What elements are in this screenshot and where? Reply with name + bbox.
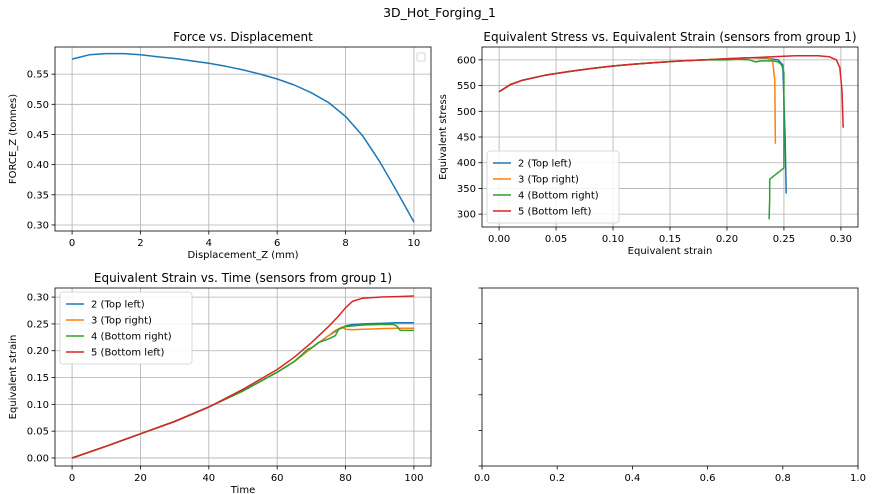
chart-empty: 0.0 0.2 0.4 0.6 0.8 1.0 (474, 287, 866, 484)
x-tick-label: 0.8 (775, 473, 791, 484)
series-line (71, 295, 414, 459)
axes-frame (54, 46, 432, 232)
x-tick-label: 0.2 (549, 473, 565, 484)
legend-label: 3 (Top right) (91, 316, 152, 327)
x-tick-label: 20 (134, 473, 147, 484)
y-tick-label: 300 (457, 210, 476, 221)
x-axis-label: Displacement_Z (mm) (187, 250, 298, 261)
legend: 2 (Top left) 3 (Top right) 4 (Bottom right… (486, 150, 620, 224)
y-tick-label: 450 (457, 133, 476, 144)
x-tick-label: 0.0 (474, 473, 490, 484)
legend-label: 4 (Bottom right) (518, 191, 599, 202)
x-tick-label: 0.15 (659, 234, 681, 245)
x-tick-label: 0 (69, 238, 75, 249)
x-tick-label: 0.05 (545, 234, 567, 245)
x-tick-label: 4 (206, 238, 212, 249)
x-tick-label: 40 (202, 473, 215, 484)
legend-box (59, 291, 193, 365)
legend-label: 5 (Bottom left) (518, 207, 591, 218)
legend-label: 5 (Bottom left) (91, 348, 164, 359)
legend-box (416, 52, 426, 62)
legend-label: 3 (Top right) (518, 175, 579, 186)
x-tick-label: 8 (342, 238, 348, 249)
legend-box (486, 150, 620, 224)
x-tick-label: 0.00 (488, 234, 510, 245)
figure-suptitle: 3D_Hot_Forging_1 (383, 5, 496, 20)
y-tick-label: 0.30 (27, 293, 49, 304)
y-tick-label: 0.55 (27, 70, 49, 81)
y-tick-label: 0.30 (27, 220, 49, 231)
y-tick-label: 400 (457, 158, 476, 169)
y-tick-label: 0.25 (27, 319, 49, 330)
x-tick-label: 10 (408, 238, 421, 249)
chart-stress: 0.00 0.05 0.10 0.15 0.20 0.25 0.30 300 350 400 450… (438, 30, 859, 257)
x-tick-label: 0 (69, 473, 75, 484)
legend-label: 2 (Top left) (91, 300, 145, 311)
y-tick-label: 0.05 (27, 427, 49, 438)
x-tick-label: 0.30 (830, 234, 852, 245)
x-tick-label: 0.6 (700, 473, 716, 484)
x-tick-label: 1.0 (850, 473, 866, 484)
y-tick-label: 350 (457, 184, 476, 195)
y-axis-label: FORCE_Z (tonnes) (8, 94, 19, 184)
chart-title: Equivalent Stress vs. Equivalent Strain … (483, 30, 856, 44)
x-tick-label: 0.20 (716, 234, 738, 245)
chart-title: Force vs. Displacement (173, 30, 313, 44)
legend-label: 4 (Bottom right) (91, 332, 172, 343)
y-tick-label: 500 (457, 107, 476, 118)
chart-strain: 0 20 40 60 80 100 0.00 0.05 0.10 0.15 0.20 0.25 0.30… (8, 271, 432, 494)
y-axis-label: Equivalent stress (438, 94, 449, 180)
series-line (71, 52, 415, 223)
x-tick-label: 0.10 (602, 234, 624, 245)
axes-frame (54, 287, 432, 467)
y-tick-label: 0.00 (27, 453, 49, 464)
legend-label: 2 (Top left) (518, 159, 572, 170)
chart-title: Equivalent Strain vs. Time (sensors from… (94, 271, 392, 285)
y-tick-label: 0.40 (27, 160, 49, 171)
x-tick-label: 2 (137, 238, 143, 249)
y-tick-label: 0.50 (27, 100, 49, 111)
x-axis-label: Equivalent strain (628, 246, 713, 257)
y-tick-label: 0.20 (27, 346, 49, 357)
x-tick-label: 6 (274, 238, 280, 249)
legend: 2 (Top left) 3 (Top right) 4 (Bottom right… (59, 291, 193, 365)
series-line (498, 54, 844, 128)
x-tick-label: 0.25 (773, 234, 795, 245)
axes-frame (481, 287, 859, 467)
x-tick-label: 80 (339, 473, 352, 484)
x-tick-label: 100 (404, 473, 423, 484)
y-tick-label: 550 (457, 81, 476, 92)
x-tick-label: 0.4 (624, 473, 640, 484)
chart-force: 0 2 4 6 8 10 0.30 0.35 0.40 0.45 0.50 0.55 Force vs.… (8, 30, 432, 261)
x-axis-label: Time (230, 485, 255, 494)
y-tick-label: 0.35 (27, 190, 49, 201)
y-tick-label: 600 (457, 55, 476, 66)
y-tick-label: 0.45 (27, 130, 49, 141)
series-line (498, 57, 777, 144)
y-tick-label: 0.10 (27, 400, 49, 411)
x-tick-label: 60 (271, 473, 284, 484)
y-tick-label: 0.15 (27, 373, 49, 384)
y-axis-label: Equivalent strain (8, 335, 19, 420)
